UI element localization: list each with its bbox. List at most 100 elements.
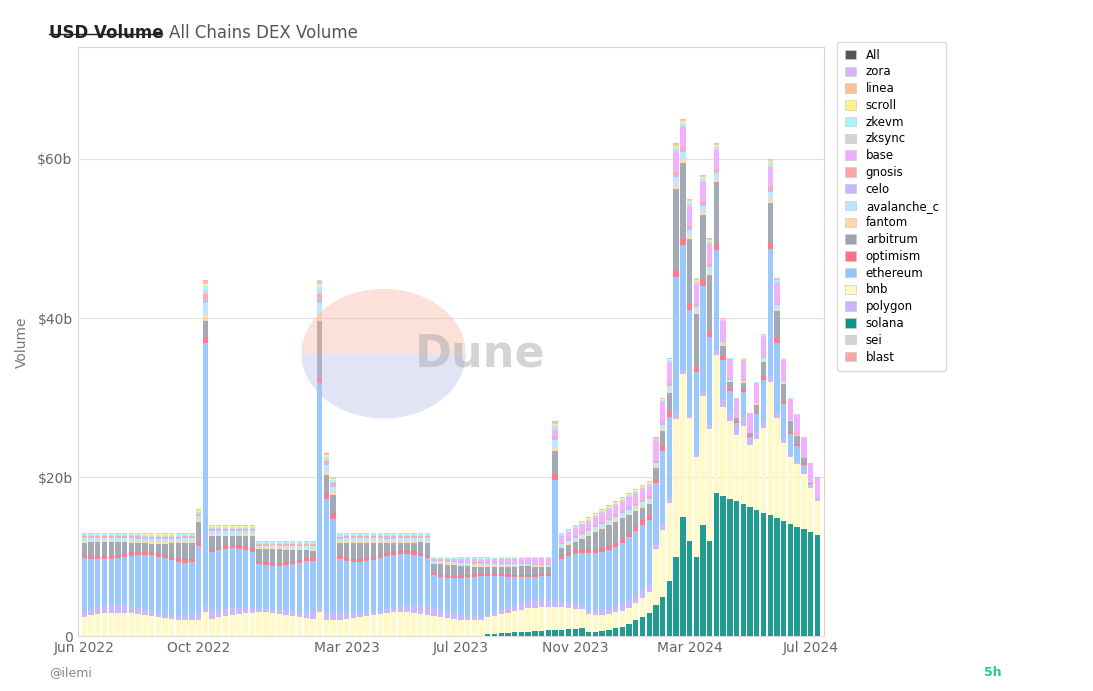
Bar xyxy=(330,519,336,613)
Bar xyxy=(613,542,619,547)
Bar xyxy=(639,525,645,589)
Bar xyxy=(607,519,612,520)
Bar xyxy=(552,440,557,447)
Bar xyxy=(432,564,437,574)
Bar xyxy=(714,350,719,355)
Bar xyxy=(566,539,572,540)
Bar xyxy=(411,536,416,538)
Bar xyxy=(660,422,666,424)
Bar xyxy=(149,616,154,636)
Bar xyxy=(761,336,766,337)
Bar xyxy=(432,608,437,616)
Bar xyxy=(357,562,363,613)
Bar xyxy=(249,608,255,613)
Bar xyxy=(297,544,302,545)
Bar xyxy=(324,465,329,472)
Bar xyxy=(155,538,161,539)
Bar xyxy=(539,574,544,576)
Bar xyxy=(498,564,504,566)
Bar xyxy=(686,202,692,204)
Bar xyxy=(479,558,484,559)
Bar xyxy=(115,612,120,636)
Bar xyxy=(485,576,491,614)
Bar xyxy=(680,152,685,159)
Bar xyxy=(599,513,604,522)
Bar xyxy=(720,321,726,341)
Bar xyxy=(310,558,316,561)
Bar xyxy=(613,515,619,517)
Bar xyxy=(733,423,739,427)
Bar xyxy=(707,239,713,240)
Bar xyxy=(317,315,322,321)
Bar xyxy=(210,552,214,611)
Bar xyxy=(552,451,557,474)
Bar xyxy=(270,542,275,543)
Bar xyxy=(351,541,356,543)
Bar xyxy=(512,577,517,605)
Bar xyxy=(714,145,719,146)
Bar xyxy=(411,538,416,541)
Bar xyxy=(142,551,148,555)
Bar xyxy=(432,561,437,562)
Bar xyxy=(162,615,167,618)
Bar xyxy=(337,620,342,636)
Bar xyxy=(498,633,504,636)
Bar xyxy=(801,438,807,457)
Bar xyxy=(573,550,578,554)
Bar xyxy=(686,418,692,541)
Bar xyxy=(795,444,800,446)
Bar xyxy=(586,521,591,529)
Bar xyxy=(108,535,114,536)
Bar xyxy=(808,463,813,482)
Bar xyxy=(243,613,248,636)
Bar xyxy=(129,556,134,607)
Bar xyxy=(795,527,800,636)
Bar xyxy=(129,541,134,542)
Bar xyxy=(371,536,376,538)
Bar xyxy=(781,360,786,380)
Bar xyxy=(451,576,457,578)
Bar xyxy=(270,548,275,549)
Bar xyxy=(788,434,794,453)
Bar xyxy=(680,120,685,122)
Bar xyxy=(202,606,208,612)
Bar xyxy=(236,608,242,614)
Bar xyxy=(526,577,531,600)
Bar xyxy=(337,534,342,536)
Bar xyxy=(505,576,510,607)
Bar xyxy=(673,185,679,189)
Bar xyxy=(626,513,632,515)
Bar xyxy=(411,534,416,536)
Bar xyxy=(626,495,632,496)
Bar xyxy=(808,488,813,532)
Bar xyxy=(707,275,713,331)
Bar xyxy=(411,555,416,605)
Bar xyxy=(404,551,410,553)
Bar xyxy=(129,538,134,541)
Bar xyxy=(720,496,726,636)
Bar xyxy=(236,529,242,530)
Bar xyxy=(243,550,248,608)
Bar xyxy=(620,627,625,636)
Bar xyxy=(680,370,685,374)
Bar xyxy=(371,543,376,556)
Bar xyxy=(626,496,632,498)
Bar xyxy=(210,611,214,618)
Bar xyxy=(82,542,87,543)
Bar xyxy=(183,621,188,636)
Bar xyxy=(129,536,134,538)
Bar xyxy=(102,559,107,605)
Bar xyxy=(552,447,557,451)
Bar xyxy=(304,545,309,546)
Bar xyxy=(492,567,497,574)
Bar xyxy=(686,229,692,236)
Bar xyxy=(701,286,706,392)
Bar xyxy=(169,619,175,636)
Bar xyxy=(236,536,242,545)
Bar xyxy=(492,576,497,612)
Bar xyxy=(741,426,747,504)
Bar xyxy=(324,493,329,499)
Bar xyxy=(694,311,698,314)
Bar xyxy=(115,537,120,538)
Bar xyxy=(283,565,289,610)
